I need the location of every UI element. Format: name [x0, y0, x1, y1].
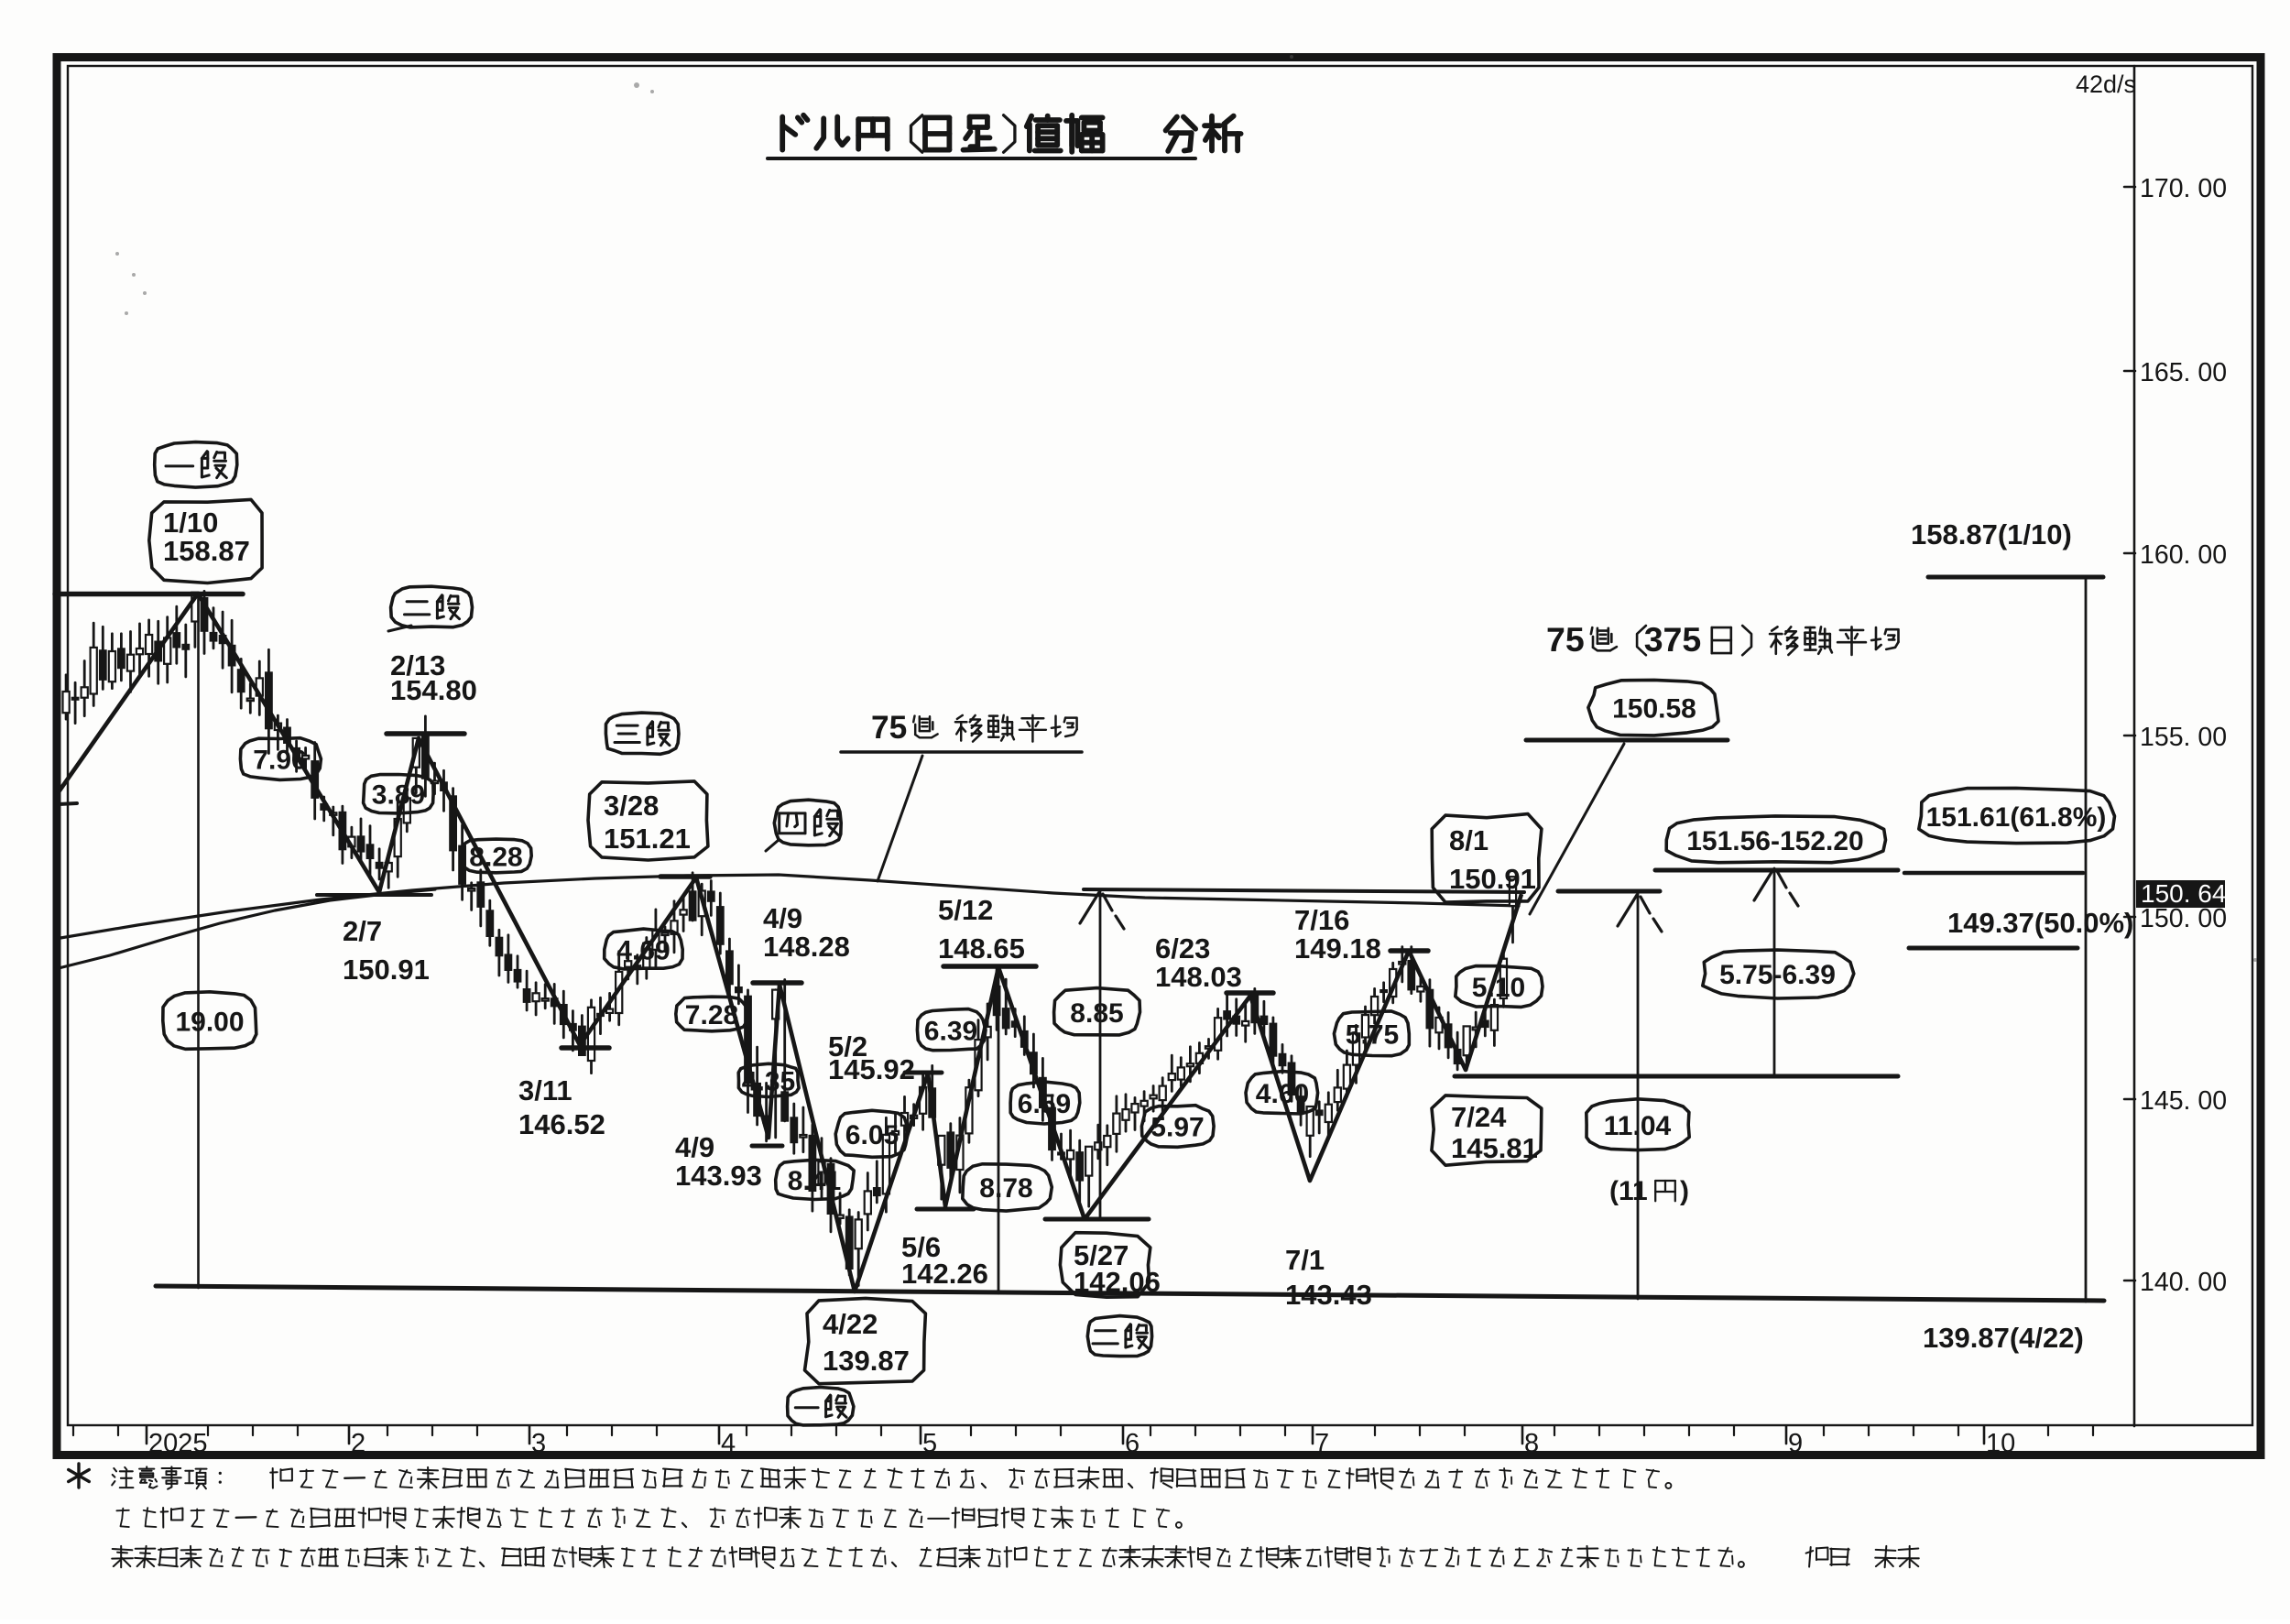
svg-text:150.91: 150.91	[343, 954, 430, 986]
svg-text:6.05: 6.05	[845, 1120, 899, 1150]
svg-text:150.58: 150.58	[1612, 693, 1696, 724]
svg-text:8.78: 8.78	[979, 1173, 1032, 1204]
svg-text:142.26: 142.26	[901, 1258, 988, 1290]
svg-text:158.87: 158.87	[163, 535, 250, 567]
svg-text:4.69: 4.69	[616, 935, 670, 965]
svg-text:8.85: 8.85	[1070, 998, 1123, 1029]
svg-text:143.93: 143.93	[675, 1160, 762, 1192]
svg-text:154.80: 154.80	[390, 674, 477, 706]
svg-text:(11: (11	[1609, 1176, 1648, 1206]
svg-text:8.28: 8.28	[469, 842, 522, 872]
svg-text:2: 2	[351, 1429, 365, 1458]
svg-text:150.91: 150.91	[1449, 863, 1536, 895]
svg-text:139.87(4/22): 139.87(4/22)	[1923, 1322, 2084, 1354]
svg-text:7/16: 7/16	[1294, 904, 1349, 936]
svg-text:142.06: 142.06	[1074, 1266, 1161, 1298]
svg-text:9: 9	[1788, 1429, 1803, 1458]
svg-text:5/2: 5/2	[828, 1030, 867, 1063]
svg-text:145. 00: 145. 00	[2140, 1086, 2227, 1116]
svg-text:19.00: 19.00	[175, 1007, 244, 1037]
svg-text:2/13: 2/13	[390, 649, 445, 681]
svg-text:11.04: 11.04	[1604, 1111, 1672, 1141]
svg-text:146.52: 146.52	[518, 1108, 605, 1140]
svg-text:8: 8	[1524, 1429, 1539, 1458]
svg-text:4.35: 4.35	[742, 1066, 795, 1096]
svg-text:42d/s: 42d/s	[2076, 71, 2136, 98]
svg-text:75: 75	[1546, 620, 1585, 659]
svg-text:139.87: 139.87	[823, 1345, 910, 1377]
svg-text:149.18: 149.18	[1294, 932, 1381, 965]
svg-text:148.28: 148.28	[763, 931, 850, 963]
svg-text:5.97: 5.97	[1150, 1112, 1204, 1142]
svg-text:145.81: 145.81	[1451, 1132, 1538, 1164]
svg-text:148.65: 148.65	[938, 932, 1025, 965]
svg-text:6/23: 6/23	[1155, 932, 1210, 965]
svg-text:149.37(50.0%): 149.37(50.0%)	[1947, 907, 2133, 939]
svg-text:145.92: 145.92	[828, 1053, 915, 1085]
svg-text:8.41: 8.41	[788, 1166, 841, 1196]
svg-text:7.96: 7.96	[253, 745, 306, 775]
svg-text:5: 5	[922, 1429, 937, 1458]
svg-text:8/1: 8/1	[1449, 824, 1488, 856]
svg-text:6.39: 6.39	[924, 1016, 977, 1046]
svg-text:2/7: 2/7	[343, 915, 382, 947]
svg-text:4: 4	[721, 1429, 736, 1458]
svg-text:4.60: 4.60	[1256, 1079, 1309, 1109]
svg-text:151.56-152.20: 151.56-152.20	[1686, 826, 1864, 856]
svg-text:5.75: 5.75	[1346, 1019, 1399, 1050]
svg-text:5.10: 5.10	[1472, 973, 1525, 1003]
svg-text:6.59: 6.59	[1018, 1089, 1071, 1119]
svg-text:150. 64: 150. 64	[2141, 879, 2226, 908]
svg-text:151.61(61.8%): 151.61(61.8%)	[1926, 802, 2107, 833]
svg-text:4/9: 4/9	[675, 1131, 714, 1163]
svg-text:2025: 2025	[148, 1429, 208, 1458]
svg-text:165. 00: 165. 00	[2140, 358, 2227, 387]
svg-text:375: 375	[1644, 620, 1702, 659]
svg-text:7/24: 7/24	[1451, 1101, 1507, 1133]
svg-text:4/22: 4/22	[823, 1308, 878, 1340]
svg-text:7.28: 7.28	[685, 1000, 738, 1030]
svg-text:5.75-6.39: 5.75-6.39	[1719, 960, 1836, 990]
svg-text:3: 3	[531, 1429, 546, 1458]
svg-text:5/6: 5/6	[901, 1231, 941, 1263]
svg-text:7/1: 7/1	[1285, 1244, 1325, 1276]
svg-text:): )	[1680, 1176, 1689, 1206]
svg-text:6: 6	[1125, 1429, 1140, 1458]
svg-text:5/27: 5/27	[1074, 1239, 1129, 1271]
svg-text:160. 00: 160. 00	[2140, 540, 2227, 570]
svg-text:143.43: 143.43	[1285, 1279, 1372, 1311]
svg-text:3.89: 3.89	[372, 779, 425, 810]
svg-text:75: 75	[871, 710, 907, 746]
svg-text:3/11: 3/11	[518, 1074, 572, 1106]
svg-text:148.03: 148.03	[1155, 961, 1242, 993]
svg-text:140. 00: 140. 00	[2140, 1268, 2227, 1297]
svg-text:151.21: 151.21	[604, 823, 691, 855]
svg-text:3/28: 3/28	[604, 790, 659, 822]
svg-text:155. 00: 155. 00	[2140, 723, 2227, 752]
svg-text:10: 10	[1986, 1429, 2015, 1458]
svg-text:7: 7	[1314, 1429, 1329, 1458]
svg-text:5/12: 5/12	[938, 894, 993, 926]
svg-text:170. 00: 170. 00	[2140, 174, 2227, 203]
svg-text:4/9: 4/9	[763, 902, 802, 934]
svg-text:158.87(1/10): 158.87(1/10)	[1911, 518, 2072, 550]
svg-text:1/10: 1/10	[163, 507, 218, 539]
svg-text:150. 00: 150. 00	[2140, 904, 2227, 933]
